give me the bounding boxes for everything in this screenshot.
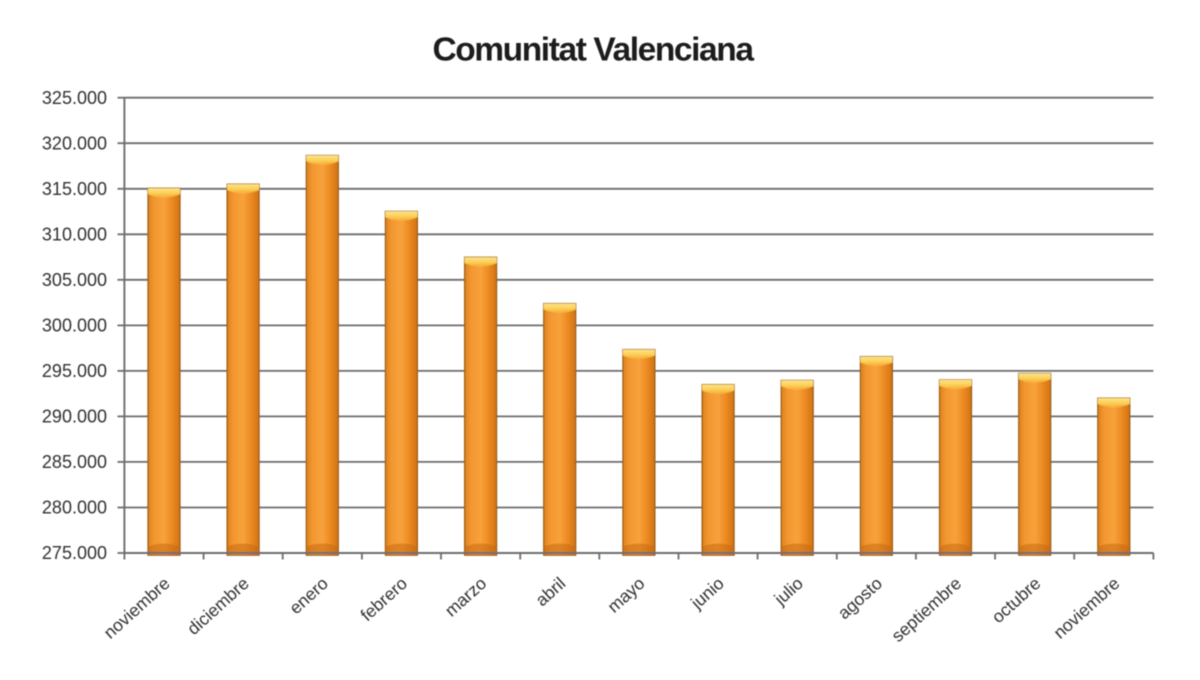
svg-text:275.000: 275.000: [42, 543, 107, 563]
svg-text:290.000: 290.000: [42, 407, 107, 427]
svg-text:325.000: 325.000: [42, 88, 107, 108]
svg-text:320.000: 320.000: [42, 133, 107, 153]
svg-text:280.000: 280.000: [42, 498, 107, 518]
svg-text:285.000: 285.000: [42, 452, 107, 472]
svg-text:295.000: 295.000: [42, 361, 107, 381]
svg-text:Comunitat Valenciana: Comunitat Valenciana: [432, 32, 754, 69]
svg-text:300.000: 300.000: [42, 316, 107, 336]
svg-text:315.000: 315.000: [42, 179, 107, 199]
svg-text:310.000: 310.000: [42, 225, 107, 245]
svg-text:305.000: 305.000: [42, 270, 107, 290]
